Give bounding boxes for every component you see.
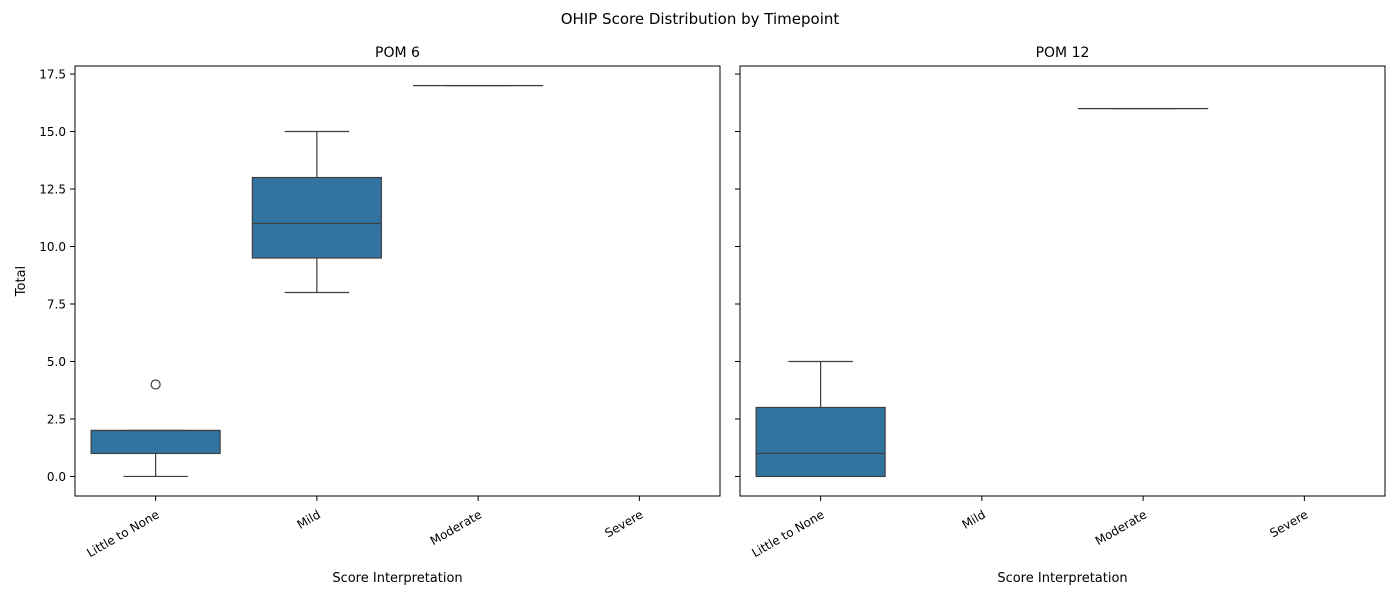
iqr-box [755,406,886,478]
subplot-title: POM 6 [375,45,420,61]
x-axis-label: Score Interpretation [332,571,462,586]
y-tick-label: 5.0 [47,355,66,369]
x-axis-label: Score Interpretation [997,571,1127,586]
box-plot-mild [251,130,382,294]
box-plot-little-to-none [90,379,221,478]
subplot-title: POM 12 [1036,45,1090,61]
y-tick-label: 12.5 [39,183,66,197]
y-axis-label: Total [14,266,29,297]
axes-frame [74,65,721,497]
iqr-box [90,429,221,455]
box-plot-little-to-none [755,360,886,478]
y-tick-label: 15.0 [39,125,66,139]
axes-frame [739,65,1386,497]
y-tick-label: 0.0 [47,470,66,484]
y-tick-label: 17.5 [39,68,66,82]
figure-title: OHIP Score Distribution by Timepoint [561,10,840,28]
iqr-box [251,176,382,259]
y-tick-label: 7.5 [47,297,66,311]
y-tick-label: 2.5 [47,412,66,426]
outlier-point [150,379,161,390]
y-tick-label: 10.0 [39,240,66,254]
